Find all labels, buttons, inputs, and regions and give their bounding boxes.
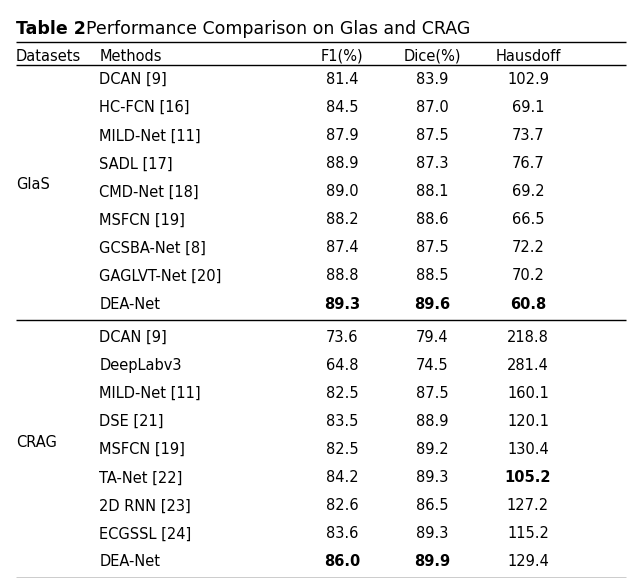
Text: Dice(%): Dice(%) — [403, 49, 461, 64]
Text: 102.9: 102.9 — [507, 72, 549, 87]
Text: 281.4: 281.4 — [507, 358, 549, 373]
Text: 88.1: 88.1 — [416, 184, 448, 199]
Text: 89.2: 89.2 — [416, 442, 448, 457]
Text: CMD-Net [18]: CMD-Net [18] — [99, 184, 199, 199]
Text: DEA-Net: DEA-Net — [99, 297, 160, 312]
Text: 73.6: 73.6 — [326, 330, 358, 345]
Text: 82.6: 82.6 — [326, 498, 358, 513]
Text: 87.4: 87.4 — [326, 240, 358, 255]
Text: 120.1: 120.1 — [507, 414, 549, 429]
Text: 87.5: 87.5 — [416, 240, 448, 255]
Text: 87.5: 87.5 — [416, 386, 448, 401]
Text: HC-FCN [16]: HC-FCN [16] — [99, 101, 189, 115]
Text: F1(%): F1(%) — [321, 49, 364, 64]
Text: 89.6: 89.6 — [414, 297, 450, 312]
Text: Datasets: Datasets — [16, 49, 81, 64]
Text: 76.7: 76.7 — [511, 156, 545, 171]
Text: GCSBA-Net [8]: GCSBA-Net [8] — [99, 240, 206, 255]
Text: 88.2: 88.2 — [326, 212, 358, 227]
Text: ECGSSL [24]: ECGSSL [24] — [99, 527, 191, 542]
Text: 69.1: 69.1 — [512, 101, 544, 115]
Text: 115.2: 115.2 — [507, 527, 549, 542]
Text: 82.5: 82.5 — [326, 386, 358, 401]
Text: GlaS: GlaS — [16, 177, 50, 192]
Text: CRAG: CRAG — [16, 435, 57, 450]
Text: TA-Net [22]: TA-Net [22] — [99, 470, 182, 486]
Text: DCAN [9]: DCAN [9] — [99, 72, 167, 87]
Text: 81.4: 81.4 — [326, 72, 358, 87]
Text: 88.9: 88.9 — [416, 414, 448, 429]
Text: 105.2: 105.2 — [505, 470, 551, 486]
Text: 86.5: 86.5 — [416, 498, 448, 513]
Text: 89.9: 89.9 — [414, 554, 450, 569]
Text: 88.9: 88.9 — [326, 156, 358, 171]
Text: 2D RNN [23]: 2D RNN [23] — [99, 498, 191, 513]
Text: 66.5: 66.5 — [512, 212, 544, 227]
Text: 82.5: 82.5 — [326, 442, 358, 457]
Text: 72.2: 72.2 — [511, 240, 545, 255]
Text: 74.5: 74.5 — [416, 358, 448, 373]
Text: Table 2: Table 2 — [16, 20, 86, 38]
Text: 127.2: 127.2 — [507, 498, 549, 513]
Text: 83.6: 83.6 — [326, 527, 358, 542]
Text: MILD-Net [11]: MILD-Net [11] — [99, 128, 201, 143]
Text: DeepLabv3: DeepLabv3 — [99, 358, 182, 373]
Text: 130.4: 130.4 — [507, 442, 549, 457]
Text: . Performance Comparison on Glas and CRAG: . Performance Comparison on Glas and CRA… — [75, 20, 470, 38]
Text: 88.5: 88.5 — [416, 268, 448, 283]
Text: 89.0: 89.0 — [326, 184, 358, 199]
Text: Methods: Methods — [99, 49, 162, 64]
Text: 87.3: 87.3 — [416, 156, 448, 171]
Text: 73.7: 73.7 — [512, 128, 544, 143]
Text: 89.3: 89.3 — [324, 297, 360, 312]
Text: 70.2: 70.2 — [511, 268, 545, 283]
Text: Hausdoff: Hausdoff — [495, 49, 561, 64]
Text: DCAN [9]: DCAN [9] — [99, 330, 167, 345]
Text: SADL [17]: SADL [17] — [99, 156, 173, 171]
Text: 87.9: 87.9 — [326, 128, 358, 143]
Text: 160.1: 160.1 — [507, 386, 549, 401]
Text: 89.3: 89.3 — [416, 470, 448, 486]
Text: MSFCN [19]: MSFCN [19] — [99, 212, 185, 227]
Text: 64.8: 64.8 — [326, 358, 358, 373]
Text: 218.8: 218.8 — [507, 330, 549, 345]
Text: MSFCN [19]: MSFCN [19] — [99, 442, 185, 457]
Text: 87.0: 87.0 — [415, 101, 449, 115]
Text: 60.8: 60.8 — [510, 297, 546, 312]
Text: GAGLVT-Net [20]: GAGLVT-Net [20] — [99, 268, 221, 283]
Text: 86.0: 86.0 — [324, 554, 360, 569]
Text: DEA-Net: DEA-Net — [99, 554, 160, 569]
Text: 88.8: 88.8 — [326, 268, 358, 283]
Text: 84.5: 84.5 — [326, 101, 358, 115]
Text: 83.9: 83.9 — [416, 72, 448, 87]
Text: 84.2: 84.2 — [326, 470, 358, 486]
Text: 87.5: 87.5 — [416, 128, 448, 143]
Text: 89.3: 89.3 — [416, 527, 448, 542]
Text: 83.5: 83.5 — [326, 414, 358, 429]
Text: DSE [21]: DSE [21] — [99, 414, 164, 429]
Text: 69.2: 69.2 — [512, 184, 544, 199]
Text: MILD-Net [11]: MILD-Net [11] — [99, 386, 201, 401]
Text: 88.6: 88.6 — [416, 212, 448, 227]
Text: 129.4: 129.4 — [507, 554, 549, 569]
Text: 79.4: 79.4 — [416, 330, 448, 345]
